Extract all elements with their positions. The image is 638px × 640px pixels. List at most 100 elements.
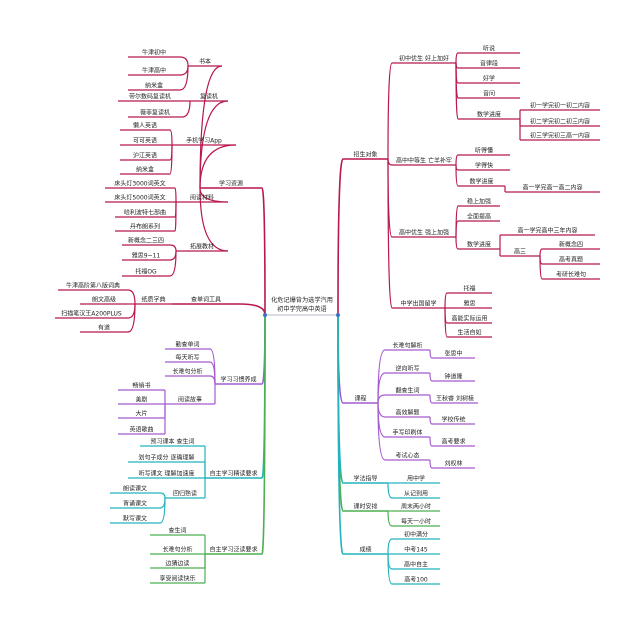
mind-node[interactable]: 自主学习精读要求 [205, 470, 262, 479]
mind-node[interactable]: 朗文高级 [80, 296, 128, 305]
mind-node[interactable]: 学习习惯养成 [215, 376, 262, 385]
mind-node[interactable]: 考试心态 [385, 452, 430, 461]
mind-node[interactable]: 成绩 [343, 546, 388, 555]
mind-node[interactable]: 床头灯5000词英文 [105, 194, 175, 203]
mind-node[interactable]: 高能实际运用 [447, 315, 492, 324]
mind-node[interactable]: 高一学完高一高二内容 [505, 184, 600, 193]
mind-node[interactable]: 预习课本 查生词 [140, 438, 205, 447]
mind-node[interactable]: 周末两小时 [392, 503, 440, 512]
mind-node[interactable]: 新概念二三四 [122, 237, 170, 246]
mind-node[interactable]: 哈利波特七部曲 [115, 209, 175, 218]
mind-node[interactable]: 手写印刷体 [385, 429, 430, 438]
mind-node[interactable]: 英语歌曲 [118, 426, 165, 435]
mind-node[interactable]: 学得快 [458, 162, 510, 171]
mind-node[interactable]: 招生对象 [343, 151, 388, 160]
mind-node[interactable]: 每天一小时 [392, 518, 440, 527]
mind-node[interactable]: 长难句分析 [165, 368, 210, 377]
mind-node[interactable]: 课时安排 [343, 503, 388, 512]
mind-node[interactable]: 复读机 [190, 93, 228, 102]
mind-node[interactable]: 书本 [188, 58, 222, 67]
mind-node[interactable]: 学法指导 [343, 475, 388, 484]
mind-node[interactable]: 边猜边读 [150, 560, 205, 569]
mind-node[interactable]: 回归熟读 [165, 490, 205, 499]
mind-node[interactable]: 朗读课文 [110, 485, 160, 494]
mind-node[interactable]: 纳米盒 [120, 166, 170, 175]
mind-node[interactable]: 高中中等生 亡羊补牢 [392, 157, 456, 166]
mind-node[interactable]: 长难句解析 [385, 342, 430, 351]
mind-node[interactable]: 数学进度 [458, 111, 520, 120]
mind-node[interactable]: 丹布朗系列 [115, 223, 175, 232]
mind-node[interactable]: 高考真题 [542, 256, 600, 265]
mind-node[interactable]: 中学出国留学 [392, 300, 445, 309]
mind-node[interactable]: 划句子成分 逐确理解 [128, 454, 205, 463]
mind-node[interactable]: 默写课文 [110, 515, 160, 524]
mind-node[interactable]: 数学进度 [458, 178, 505, 187]
mind-node[interactable]: 托福 [447, 285, 492, 294]
mind-node[interactable]: 自主学习泛读要求 [205, 546, 262, 555]
mind-node[interactable]: 扫描笔汉王A200PLUS [55, 310, 128, 319]
mind-node[interactable]: 中考145 [392, 546, 440, 555]
mind-node[interactable]: 背诵课文 [110, 500, 160, 509]
mind-node[interactable]: 从记到用 [392, 491, 440, 499]
mind-node[interactable]: 学习资源 [200, 180, 262, 189]
mind-node[interactable]: 长难句分析 [150, 546, 205, 555]
mind-node[interactable]: 托福OG [122, 268, 170, 277]
mind-node[interactable]: 全面提高 [458, 213, 500, 222]
mind-node[interactable]: 听说 [458, 45, 520, 54]
mind-node[interactable]: 高考要求 [432, 438, 475, 447]
mind-node[interactable]: 翻查生词 [385, 387, 430, 396]
mind-node[interactable]: 床头灯3000词英文 [105, 180, 175, 189]
mind-node[interactable]: 查生词 [150, 527, 205, 536]
mind-node[interactable]: 牛津高中 [128, 67, 180, 76]
mind-node[interactable]: 阅读故事 [165, 396, 215, 405]
mind-node[interactable]: 张思中 [432, 350, 475, 359]
center-topic[interactable]: 化危记爆背为选学汽用 初中学完高中英语 [263, 296, 340, 317]
mind-node[interactable]: 雅思9~11 [122, 252, 170, 261]
mind-node[interactable]: 初一学完初一初二内容 [520, 102, 600, 111]
mind-node[interactable]: 高中优生 强上加强 [392, 229, 456, 238]
mind-node[interactable]: 雅思 [447, 300, 492, 309]
mind-node[interactable]: 音问 [458, 90, 520, 99]
mind-node[interactable]: 牛津高阶第八版词典 [58, 282, 128, 291]
mind-node[interactable]: 高中自主 [392, 561, 440, 570]
mind-node[interactable]: 纳米盒 [128, 82, 180, 91]
mind-node[interactable]: 初三学完初三高一内容 [520, 132, 600, 141]
mind-node[interactable]: 考研长难句 [542, 271, 600, 280]
mind-node[interactable]: 畅销书 [118, 382, 165, 391]
mind-node[interactable]: 每天听写 [165, 354, 210, 363]
mind-node[interactable]: 好学 [458, 75, 520, 84]
mind-node[interactable]: 美剧 [118, 396, 165, 405]
mind-node[interactable]: 刘权林 [432, 460, 475, 469]
mind-node[interactable]: 薇菲复读机 [128, 109, 182, 118]
mind-node[interactable]: 牛津初中 [128, 49, 180, 58]
mind-node[interactable]: 生活自如 [447, 329, 492, 338]
mind-node[interactable]: 高一学完高中三年内容 [500, 227, 595, 236]
mind-node[interactable]: 稳上加强 [458, 198, 500, 207]
mind-node[interactable]: 听写课文 理解加速度 [128, 470, 205, 479]
mind-node[interactable]: 新概念四 [542, 241, 600, 250]
mind-node[interactable]: 高三 [500, 248, 540, 257]
mind-node[interactable]: 可可英语 [120, 137, 170, 146]
mind-node[interactable]: 听得懂 [458, 147, 510, 156]
mind-node[interactable]: 初中满分 [392, 531, 440, 540]
mind-node[interactable]: 初中优生 好上加好 [392, 55, 456, 64]
mind-node[interactable]: 大片 [118, 410, 165, 419]
mind-node[interactable]: 查单词工具 [172, 296, 240, 305]
mind-node[interactable]: 阅读材料 [176, 194, 228, 203]
mind-node[interactable]: 沪江英语 [120, 152, 170, 161]
mind-node[interactable]: 钟道隆 [432, 373, 475, 382]
mind-node[interactable]: 带尔数码复读机 [118, 93, 182, 102]
mind-node[interactable]: 音律段 [458, 60, 520, 69]
mind-node[interactable]: 学校传统 [432, 416, 475, 425]
mind-node[interactable]: 拓展教材 [176, 243, 228, 252]
mind-node[interactable]: 数学进度 [458, 241, 500, 250]
mind-node[interactable]: 纸质字典 [135, 296, 172, 305]
mind-node[interactable]: 手机学习App [172, 137, 236, 146]
mind-node[interactable]: 高考100 [392, 576, 440, 585]
mind-node[interactable]: 勤查单词 [165, 341, 210, 350]
mind-node[interactable]: 享受阅读快乐 [150, 575, 205, 584]
mind-node[interactable]: 初二学完初二初三内容 [520, 118, 600, 127]
mind-node[interactable]: 有道 [80, 324, 128, 333]
mind-node[interactable]: 高效解题 [385, 409, 430, 418]
mind-node[interactable]: 课程 [343, 395, 378, 404]
